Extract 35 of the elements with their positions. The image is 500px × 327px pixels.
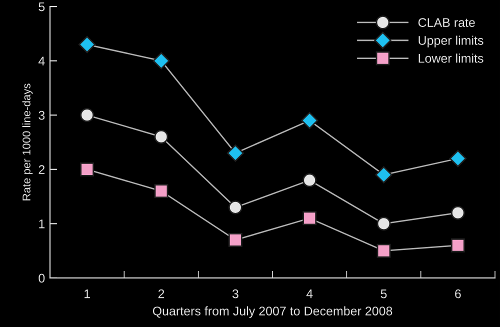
legend-label: CLAB rate [418,18,475,27]
point [226,144,244,162]
point [228,233,242,247]
point [80,108,94,122]
point [80,162,94,176]
x-tick-label: 5 [380,290,387,298]
point [450,238,465,252]
point [449,150,466,168]
y-tick-label: 0 [38,274,45,283]
point [376,216,391,231]
point [302,211,317,226]
y-tick-label: 3 [38,110,45,120]
x-axis-title: Quarters from July 2007 to December 2008 [152,306,392,318]
point [228,200,242,214]
y-tick-label: 4 [38,56,45,66]
point [78,36,96,54]
point [450,206,465,220]
x-tick-label: 6 [455,289,461,298]
point [375,166,392,184]
point [301,112,318,130]
legend-label: Lower limits [418,54,484,63]
point [154,130,168,144]
x-tick-label: 1 [84,290,90,298]
x-tick-label: 3 [232,289,238,298]
x-tick-label: 4 [306,290,313,298]
point [302,173,317,188]
y-tick-label: 1 [39,220,45,228]
point [154,184,168,198]
x-tick-label: 2 [158,289,164,298]
point [152,52,170,70]
y-tick-label: 2 [38,165,45,174]
y-axis-title: Rate per 1000 line-days [22,84,33,200]
y-tick-label: 5 [38,2,45,12]
point [376,244,391,258]
legend-label: Upper limits [418,36,484,48]
